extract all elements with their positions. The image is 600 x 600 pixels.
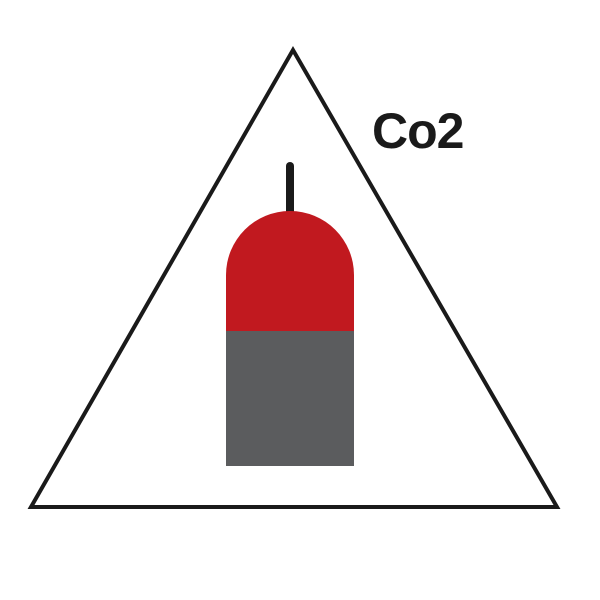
co2-label: Co2	[372, 103, 464, 159]
triangle-outline	[27, 45, 561, 509]
cylinder-body	[226, 331, 354, 466]
cylinder-top-icon	[226, 211, 354, 331]
